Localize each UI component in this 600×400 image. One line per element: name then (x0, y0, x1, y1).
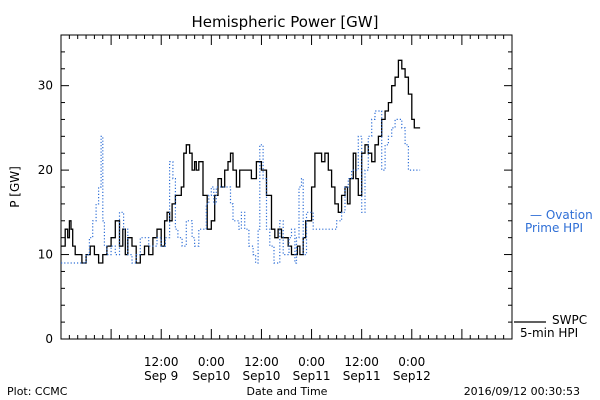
legend-swpc-line2: 5-min HPI (520, 326, 578, 340)
legend-swpc-line1: SWPC (552, 313, 587, 327)
footer-timestamp: 2016/09/12 00:30:53 (464, 385, 580, 398)
x-tick-label-date: Sep 9 (144, 369, 178, 383)
x-tick-label-time: 12:00 (344, 355, 379, 369)
x-tick-label-time: 0:00 (398, 355, 425, 369)
x-tick-label-date: Sep11 (293, 369, 331, 383)
x-tick-label-time: 0:00 (298, 355, 325, 369)
x-tick-label-time: 12:00 (144, 355, 179, 369)
y-tick-label: 30 (38, 79, 53, 93)
x-tick-label-time: 12:00 (244, 355, 279, 369)
series-swpc-line (61, 59, 421, 264)
x-tick-label-date: Sep10 (192, 369, 230, 383)
y-tick-label: 10 (38, 248, 53, 262)
footer-plot-credit: Plot: CCMC (7, 385, 68, 398)
footer-axis-caption: Date and Time (247, 385, 328, 398)
x-tick-label-date: Sep10 (242, 369, 280, 383)
series-layer (61, 59, 421, 264)
legend-ovation-line2: Prime HPI (525, 221, 583, 235)
x-tick-label-date: Sep12 (393, 369, 431, 383)
plot-area (60, 34, 513, 340)
x-tick-label-time: 0:00 (198, 355, 225, 369)
legend: — Ovation Prime HPI SWPC 5-min HPI (514, 208, 593, 340)
y-tick-label: 20 (38, 163, 53, 177)
plot-frame (60, 34, 513, 340)
y-axis: 0 10 20 30 (38, 34, 512, 346)
legend-ovation-line1: — Ovation (530, 208, 593, 222)
x-tick-label-date: Sep11 (343, 369, 381, 383)
chart-title: Hemispheric Power [GW] (192, 13, 379, 31)
y-tick-label: 0 (45, 332, 53, 346)
y-axis-label: P [GW] (8, 166, 22, 208)
series-ovation-line (61, 110, 421, 264)
